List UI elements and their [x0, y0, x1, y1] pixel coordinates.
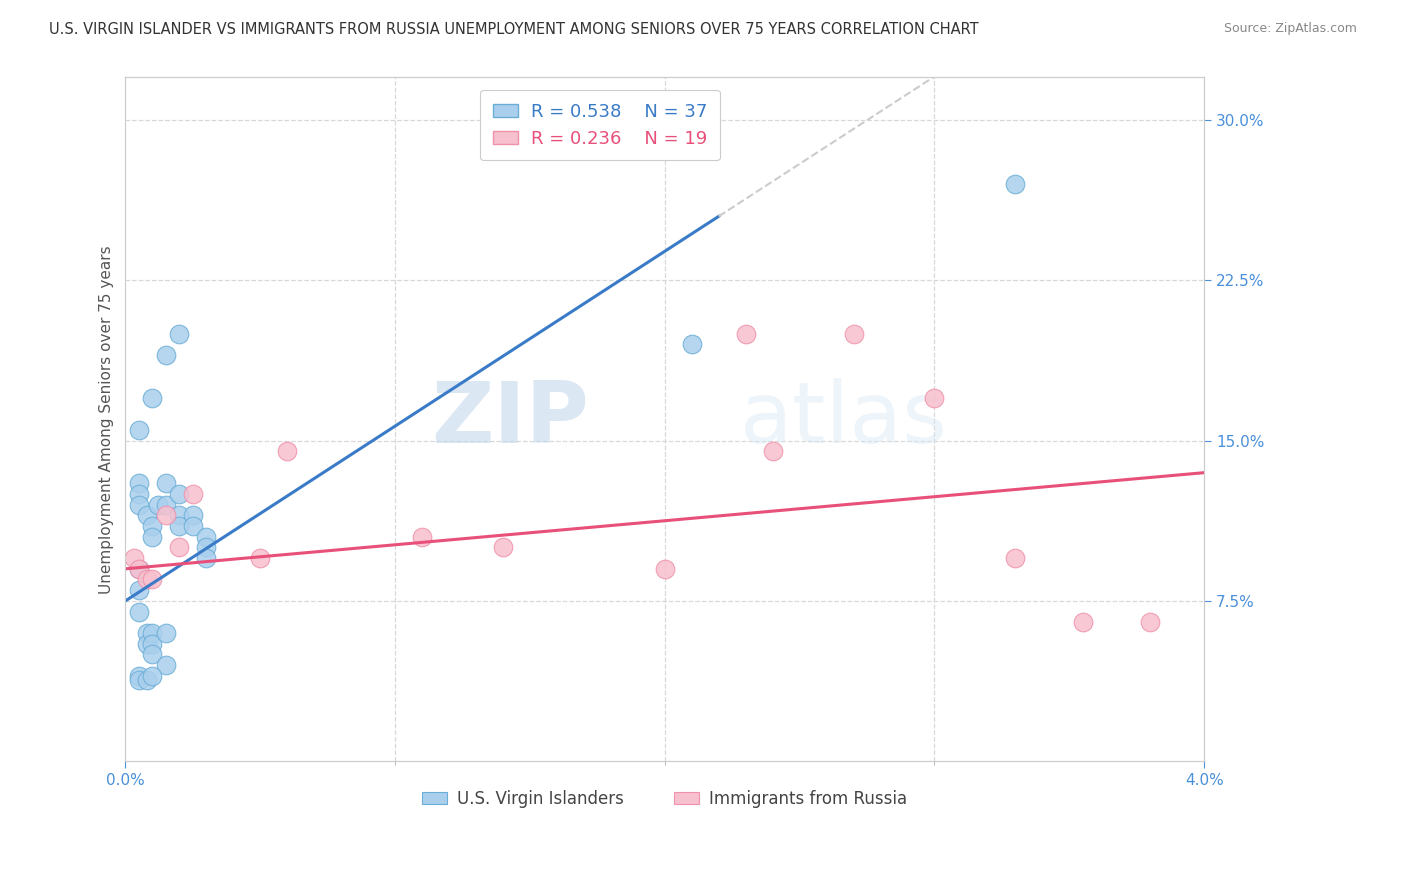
- Point: [155, 657, 177, 672]
- Point: [181, 519, 204, 533]
- Point: [734, 326, 756, 341]
- Point: [141, 626, 163, 640]
- Point: [128, 487, 150, 501]
- Point: [141, 636, 163, 650]
- Point: [128, 673, 150, 687]
- Point: [128, 583, 150, 598]
- Point: [155, 348, 177, 362]
- Point: [122, 551, 145, 566]
- Point: [141, 391, 163, 405]
- Point: [155, 508, 177, 523]
- Point: [128, 476, 150, 491]
- Point: [681, 337, 703, 351]
- Point: [181, 487, 204, 501]
- Point: [195, 551, 218, 566]
- Point: [128, 605, 150, 619]
- Point: [146, 498, 169, 512]
- Point: [128, 498, 150, 512]
- Text: ZIP: ZIP: [432, 377, 589, 461]
- Point: [842, 326, 865, 341]
- Point: [169, 508, 191, 523]
- Legend: U.S. Virgin Islanders, Immigrants from Russia: U.S. Virgin Islanders, Immigrants from R…: [416, 783, 914, 814]
- Point: [128, 562, 150, 576]
- Point: [195, 541, 218, 555]
- Point: [128, 423, 150, 437]
- Point: [1004, 551, 1026, 566]
- Point: [1139, 615, 1161, 630]
- Point: [654, 562, 676, 576]
- Point: [155, 498, 177, 512]
- Point: [924, 391, 946, 405]
- Point: [155, 476, 177, 491]
- Point: [195, 530, 218, 544]
- Point: [155, 626, 177, 640]
- Point: [181, 508, 204, 523]
- Point: [136, 673, 159, 687]
- Point: [136, 626, 159, 640]
- Point: [136, 508, 159, 523]
- Point: [141, 530, 163, 544]
- Point: [141, 668, 163, 682]
- Point: [411, 530, 433, 544]
- Point: [762, 444, 785, 458]
- Point: [169, 326, 191, 341]
- Point: [136, 573, 159, 587]
- Point: [169, 487, 191, 501]
- Text: Source: ZipAtlas.com: Source: ZipAtlas.com: [1223, 22, 1357, 36]
- Text: U.S. VIRGIN ISLANDER VS IMMIGRANTS FROM RUSSIA UNEMPLOYMENT AMONG SENIORS OVER 7: U.S. VIRGIN ISLANDER VS IMMIGRANTS FROM …: [49, 22, 979, 37]
- Point: [276, 444, 298, 458]
- Point: [141, 573, 163, 587]
- Point: [249, 551, 271, 566]
- Point: [169, 541, 191, 555]
- Point: [141, 519, 163, 533]
- Point: [169, 519, 191, 533]
- Point: [128, 668, 150, 682]
- Point: [141, 647, 163, 661]
- Point: [128, 562, 150, 576]
- Point: [492, 541, 515, 555]
- Point: [136, 636, 159, 650]
- Y-axis label: Unemployment Among Seniors over 75 years: Unemployment Among Seniors over 75 years: [100, 245, 114, 593]
- Text: atlas: atlas: [741, 377, 948, 461]
- Point: [1004, 178, 1026, 192]
- Point: [1071, 615, 1094, 630]
